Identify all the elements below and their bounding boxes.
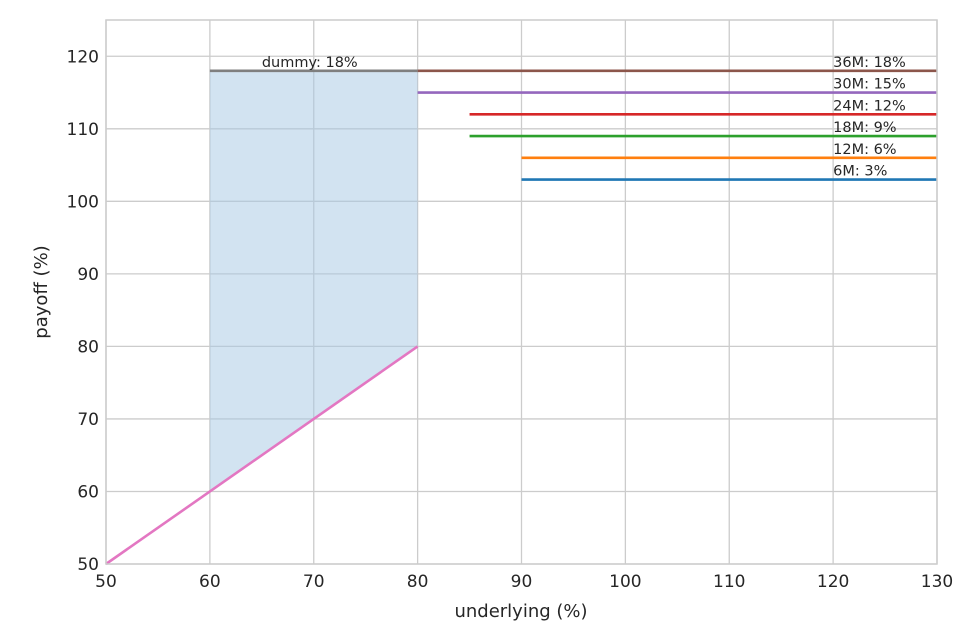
shaded-region-layer: [209, 70, 418, 492]
x-tick-label: 70: [303, 572, 325, 592]
ticks-layer: 50 60 70 80 90 100 110 120 130 50 60 70 80 90 100 110 12…: [67, 47, 954, 592]
y-tick-label: 120: [67, 47, 99, 67]
series-label-4: 18M: 9%: [833, 120, 896, 136]
series-label-6: 6M: 3%: [833, 164, 887, 180]
series-label-0: dummy: 18%: [262, 55, 358, 71]
series-label-3: 24M: 12%: [833, 98, 906, 114]
y-tick-label: 100: [67, 192, 99, 212]
series-layer: [105, 69, 937, 566]
x-tick-label: 80: [407, 572, 429, 592]
x-tick-label: 110: [713, 572, 745, 592]
x-axis-label: underlying (%): [454, 601, 587, 622]
x-tick-label: 120: [817, 572, 849, 592]
x-tick-label: 50: [95, 572, 117, 592]
y-axis-label: payoff (%): [31, 245, 52, 338]
y-tick-label: 70: [77, 410, 99, 430]
series-label-1: 36M: 18%: [833, 55, 906, 71]
series-labels-layer: dummy: 18% 36M: 18% 30M: 15% 24M: 12% 18M: 9…: [262, 55, 906, 180]
y-tick-label: 90: [77, 265, 99, 285]
x-tick-label: 130: [921, 572, 953, 592]
series-line-7: [105, 345, 419, 566]
series-label-2: 30M: 15%: [833, 77, 906, 93]
y-tick-label: 50: [77, 555, 99, 575]
x-tick-label: 100: [609, 572, 641, 592]
shaded-region: [209, 70, 418, 492]
plot-frame: [105, 19, 938, 565]
y-tick-label: 110: [67, 120, 99, 140]
y-tick-label: 80: [77, 337, 99, 357]
series-label-5: 12M: 6%: [833, 142, 896, 158]
x-tick-label: 60: [199, 572, 221, 592]
x-tick-label: 90: [511, 572, 533, 592]
y-tick-label: 60: [77, 482, 99, 502]
